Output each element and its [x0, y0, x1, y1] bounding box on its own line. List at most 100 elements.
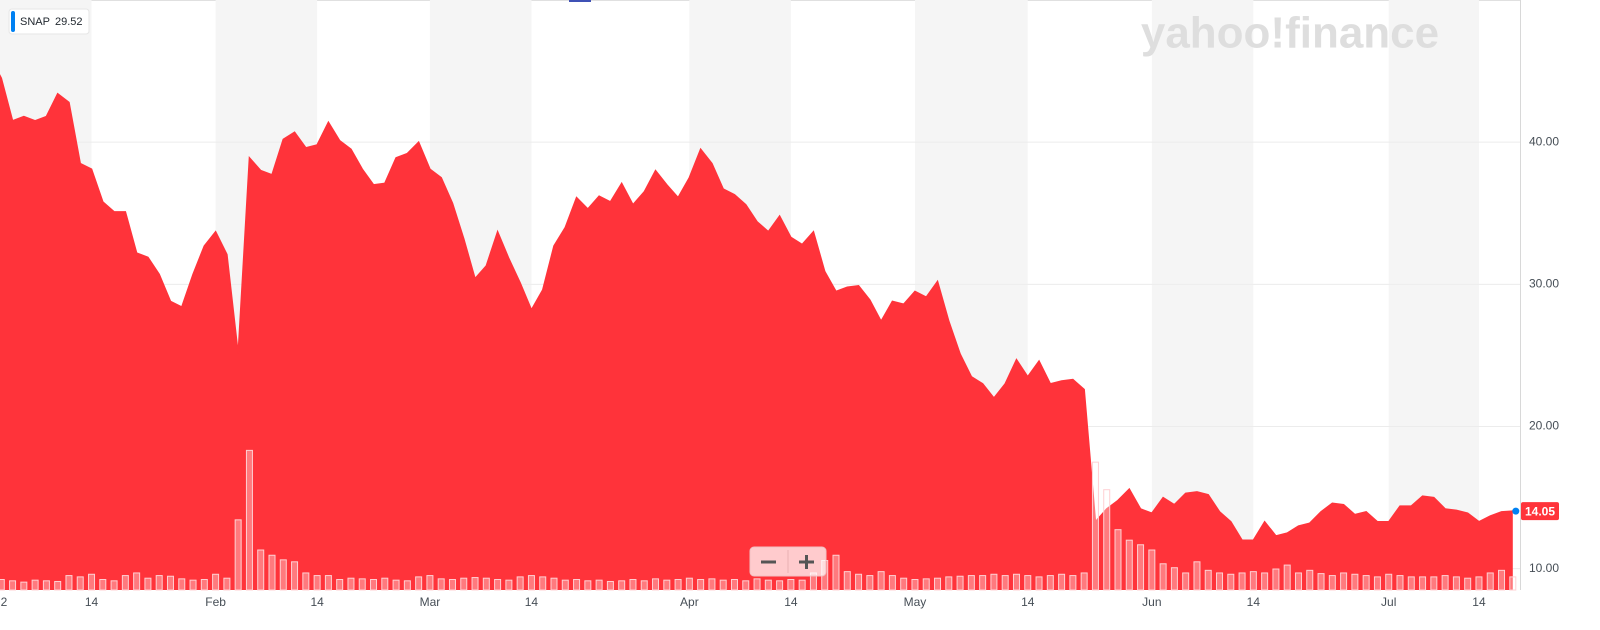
volume-bar: [640, 580, 648, 591]
volume-bar: [1148, 549, 1156, 591]
volume-bar: [1396, 575, 1404, 591]
volume-bar: [1272, 568, 1280, 591]
volume-bar: [257, 549, 265, 591]
legend-value: 29.52: [55, 16, 83, 28]
volume-bar: [1170, 567, 1178, 591]
volume-bar: [843, 571, 851, 591]
volume-bar: [1137, 544, 1145, 591]
x-tick-label: 14: [525, 595, 539, 609]
volume-bar: [730, 579, 738, 591]
volume-bar: [911, 579, 919, 591]
volume-bar: [742, 580, 750, 591]
volume-bar: [1486, 572, 1494, 591]
volume-bar: [471, 577, 479, 591]
volume-bar: [189, 579, 197, 591]
volume-bar: [1351, 573, 1359, 591]
volume-bar: [133, 572, 141, 591]
zoom-in-button[interactable]: [789, 548, 825, 575]
volume-bar: [1464, 577, 1472, 591]
volume-bar: [1294, 572, 1302, 591]
volume-bar: [381, 577, 389, 591]
x-tick-label: Jun: [1142, 595, 1161, 609]
volume-bar: [99, 579, 107, 591]
volume-bar: [516, 576, 524, 591]
volume-bar: [1035, 576, 1043, 591]
x-tick-label: 14: [784, 595, 798, 609]
volume-bar: [956, 575, 964, 591]
volume-bar: [178, 578, 186, 591]
volume-bar: [302, 572, 310, 591]
volume-bar: [990, 573, 998, 591]
volume-bar: [979, 575, 987, 591]
volume-bar: [652, 578, 660, 591]
volume-bar: [1317, 573, 1325, 591]
volume-bar: [1103, 489, 1111, 591]
volume-bar: [1340, 572, 1348, 591]
volume-bar: [392, 579, 400, 591]
volume-bar: [1193, 561, 1201, 591]
price-badge-label: 14.05: [1525, 504, 1555, 518]
volume-bar: [1362, 575, 1370, 591]
volume-bar: [370, 579, 378, 591]
volume-bar: [1475, 576, 1483, 591]
x-tick-label: Apr: [680, 595, 699, 609]
volume-bar: [1058, 573, 1066, 591]
price-area: [0, 75, 1513, 590]
volume-bar: [798, 579, 806, 591]
volume-bar: [279, 559, 287, 591]
volume-bar: [42, 580, 50, 591]
volume-bar: [1452, 576, 1460, 591]
volume-bar: [719, 579, 727, 591]
volume-bar: [245, 449, 253, 591]
volume-bar: [1441, 575, 1449, 591]
shaded-band: [1388, 0, 1479, 590]
volume-bar: [1419, 576, 1427, 591]
x-tick-label: 14: [1247, 595, 1261, 609]
volume-bar: [234, 519, 242, 591]
volume-bar: [764, 579, 772, 591]
volume-bar: [753, 578, 761, 591]
volume-bar: [855, 573, 863, 591]
volume-bar: [1498, 569, 1506, 591]
volume-bar: [1328, 575, 1336, 591]
volume-bar: [888, 575, 896, 591]
legend: SNAP 29.52: [8, 8, 90, 35]
volume-bar: [561, 579, 569, 591]
volume-bar: [1012, 573, 1020, 591]
zoom-out-button[interactable]: [751, 548, 787, 575]
volume-bar: [1306, 569, 1314, 591]
volume-bar: [1283, 564, 1291, 591]
volume-bar: [1261, 572, 1269, 591]
volume-bar: [1182, 572, 1190, 591]
volume-bar: [347, 577, 355, 591]
volume-bar: [573, 579, 581, 591]
volume-bar: [1238, 572, 1246, 591]
volume-bar: [358, 578, 366, 591]
y-tick-label: 40.00: [1529, 134, 1559, 148]
volume-bar: [595, 579, 603, 591]
watermark: yahoo!finance: [1141, 9, 1439, 58]
volume-bar: [1114, 529, 1122, 591]
volume-bar: [313, 575, 321, 591]
volume-bar: [922, 578, 930, 591]
volume-bar: [1373, 576, 1381, 591]
volume-bar: [1407, 576, 1415, 591]
y-tick-label: 30.00: [1529, 277, 1559, 291]
volume-bar: [663, 579, 671, 591]
mark-layer: [0, 74, 1517, 591]
volume-bar: [629, 579, 637, 591]
volume-bar: [900, 577, 908, 591]
volume-bar: [212, 573, 220, 591]
volume-bar: [336, 579, 344, 591]
volume-bar: [674, 579, 682, 591]
volume-bar: [685, 577, 693, 591]
volume-bar: [539, 576, 547, 591]
volume-bar: [223, 577, 231, 591]
volume-bar: [200, 579, 208, 591]
volume-bar: [1216, 572, 1224, 591]
volume-bar: [832, 554, 840, 591]
volume-bar: [0, 579, 5, 591]
volume-bar: [1001, 575, 1009, 591]
volume-bar: [945, 576, 953, 591]
